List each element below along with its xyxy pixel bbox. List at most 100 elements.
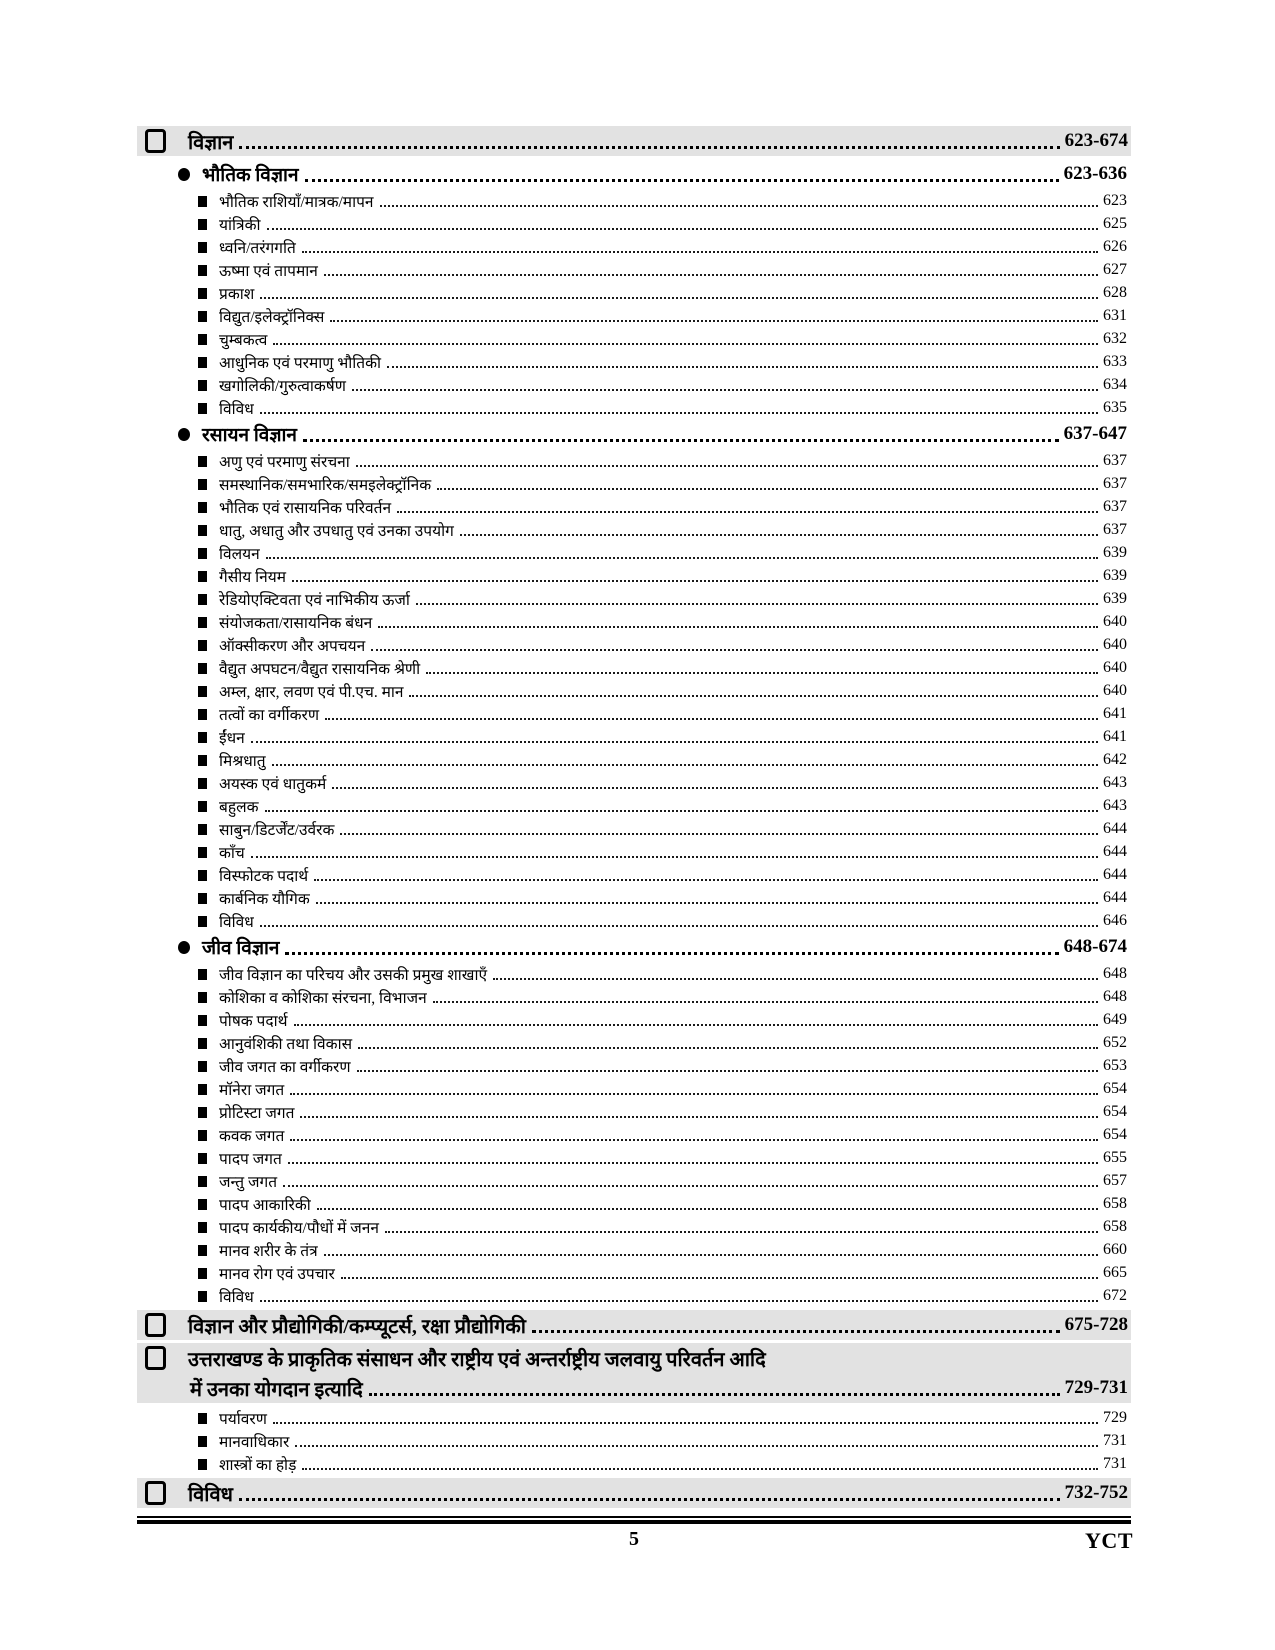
- toc-entry-label: आधुनिक एवं परमाणु भौतिकी: [219, 354, 382, 372]
- toc-entry-label: भौतिक विज्ञान: [202, 165, 299, 186]
- toc-entry-label: विज्ञान: [188, 131, 234, 154]
- toc-entry-pages: 644: [1103, 865, 1127, 883]
- toc-entry-level3: पादप जगत 655: [137, 1146, 1131, 1169]
- toc-entry-pages: 675-728: [1064, 1314, 1128, 1335]
- toc-entry-label: विज्ञान और प्रौद्योगिकी/कम्प्यूटर्स, रक्…: [188, 1315, 526, 1338]
- toc-entry-pages: 644: [1103, 842, 1127, 860]
- toc-entry-pages: 623-636: [1063, 163, 1127, 184]
- square-bullet-icon: [198, 1107, 207, 1118]
- toc-entry-label: जीव विज्ञान: [202, 938, 280, 959]
- toc-entry-level3: जन्तु जगत 657: [137, 1169, 1131, 1192]
- toc-entry-label: पादप कार्यकीय/पौधों में जनन: [219, 1219, 379, 1237]
- toc-entry-level3: विविध 635: [137, 396, 1131, 419]
- dotted-leader: [260, 297, 1098, 299]
- square-bullet-icon: [198, 242, 207, 253]
- toc-entry-pages: 637: [1103, 520, 1127, 538]
- toc-entry-pages: 731: [1103, 1431, 1127, 1449]
- toc-entry-pages: 648-674: [1063, 936, 1127, 957]
- toc-entry-label: विविध: [188, 1483, 233, 1506]
- toc-entry-label: समस्थानिक/समभारिक/समइलेक्ट्रॉनिक: [219, 476, 432, 494]
- toc-entry-label: कार्बनिक यौगिक: [219, 890, 310, 908]
- square-bullet-icon: [198, 801, 207, 812]
- open-square-icon: [145, 1481, 166, 1505]
- square-bullet-icon: [198, 403, 207, 414]
- toc-entry-line1: उत्तराखण्ड के प्राकृतिक संसाधन और राष्ट्…: [145, 1343, 1128, 1373]
- dotted-leader: [239, 146, 1060, 149]
- toc-entry-level3: शास्त्रों का होड़ 731: [137, 1452, 1131, 1475]
- toc-entry-label: अम्ल, क्षार, लवण एवं पी.एच. मान: [219, 683, 404, 701]
- dotted-leader: [285, 952, 1059, 955]
- toc-entry-label-continued: में उनका योगदान इत्यादि: [190, 1378, 363, 1401]
- toc-entry-pages: 729-731: [1064, 1377, 1128, 1398]
- square-bullet-icon: [198, 1084, 207, 1095]
- dotted-leader: [459, 534, 1098, 536]
- toc-entry-pages: 649: [1103, 1010, 1127, 1028]
- square-bullet-icon: [198, 893, 207, 904]
- toc-entry-level1-wrapped: उत्तराखण्ड के प्राकृतिक संसाधन और राष्ट्…: [137, 1343, 1131, 1403]
- dotted-leader: [371, 649, 1098, 651]
- square-bullet-icon: [198, 663, 207, 674]
- square-bullet-icon: [198, 357, 207, 368]
- dotted-leader: [259, 925, 1098, 927]
- dotted-leader: [238, 1498, 1060, 1501]
- footer-page-number: 5: [629, 1528, 639, 1550]
- toc-entry-label: ध्वनि/तरंगगति: [219, 239, 296, 257]
- dotted-leader: [426, 672, 1098, 674]
- toc-entry-level3: तत्वों का वर्गीकरण 641: [137, 702, 1131, 725]
- toc-entry-level2: जीव विज्ञान 648-674: [137, 932, 1131, 962]
- toc-entry-level3: संयोजकता/रासायनिक बंधन 640: [137, 610, 1131, 633]
- toc-entry-label: कवक जगत: [219, 1127, 285, 1145]
- toc-entry-pages: 631: [1103, 306, 1127, 324]
- square-bullet-icon: [198, 709, 207, 720]
- toc-entry-pages: 644: [1103, 819, 1127, 837]
- toc-entry-pages: 623: [1103, 191, 1127, 209]
- square-bullet-icon: [198, 617, 207, 628]
- toc-entry-level3: पादप आकारिकी 658: [137, 1192, 1131, 1215]
- square-bullet-icon: [198, 525, 207, 536]
- toc-entry-pages: 657: [1103, 1171, 1127, 1189]
- toc-entry-level3: मानव शरीर के तंत्र 660: [137, 1238, 1131, 1261]
- toc-entry-pages: 654: [1103, 1079, 1127, 1097]
- toc-entry-pages: 637: [1103, 474, 1127, 492]
- toc-entry-pages: 652: [1103, 1033, 1127, 1051]
- square-bullet-icon: [198, 1268, 207, 1279]
- dotted-leader: [368, 1393, 1060, 1396]
- toc-entry-pages: 648: [1103, 987, 1127, 1005]
- toc-entry-label: विस्फोटक पदार्थ: [219, 867, 309, 885]
- toc-entry-pages: 642: [1103, 750, 1127, 768]
- toc-entry-level3: समस्थानिक/समभारिक/समइलेक्ट्रॉनिक 637: [137, 472, 1131, 495]
- toc-entry-pages: 637: [1103, 451, 1127, 469]
- toc-entry-label: पादप जगत: [219, 1150, 282, 1168]
- square-bullet-icon: [198, 1222, 207, 1233]
- toc-entry-label: तत्वों का वर्गीकरण: [219, 706, 320, 724]
- dotted-leader: [397, 511, 1098, 513]
- toc-entry-label: उत्तराखण्ड के प्राकृतिक संसाधन और राष्ट्…: [188, 1348, 766, 1371]
- toc-entry-level3: जीव जगत का वर्गीकरण 653: [137, 1054, 1131, 1077]
- dotted-leader: [304, 179, 1059, 182]
- toc-entry-label: भौतिक एवं रासायनिक परिवर्तन: [219, 499, 392, 517]
- toc-entry-pages: 641: [1103, 704, 1127, 722]
- square-bullet-icon: [198, 847, 207, 858]
- toc-entry-label: खगोलिकी/गुरुत्वाकर्षण: [219, 377, 346, 395]
- toc-entry-pages: 729: [1103, 1408, 1127, 1426]
- square-bullet-icon: [198, 502, 207, 513]
- open-square-icon: [145, 1313, 166, 1337]
- toc-entry-pages: 660: [1103, 1240, 1127, 1258]
- toc-entry-level3: चुम्बकत्व 632: [137, 327, 1131, 350]
- toc-entry-label: बहुलक: [219, 798, 259, 816]
- toc-entry-level3: मिश्रधातु 642: [137, 748, 1131, 771]
- open-square-icon: [145, 129, 166, 153]
- toc-entry-label: शास्त्रों का होड़: [219, 1456, 297, 1474]
- dotted-leader: [265, 557, 1098, 559]
- square-bullet-icon: [198, 594, 207, 605]
- toc-entry-pages: 731: [1103, 1454, 1127, 1472]
- dotted-leader: [356, 1070, 1098, 1072]
- toc-entry-pages: 648: [1103, 964, 1127, 982]
- footer-divider: [137, 1516, 1131, 1524]
- dotted-leader: [314, 879, 1098, 881]
- toc-entry-level3: विद्युत/इलेक्ट्रॉनिक्स 631: [137, 304, 1131, 327]
- toc-entry-level3: भौतिक एवं रासायनिक परिवर्तन 637: [137, 495, 1131, 518]
- toc-entry-label: मानवाधिकार: [219, 1433, 290, 1451]
- toc-entry-pages: 640: [1103, 681, 1127, 699]
